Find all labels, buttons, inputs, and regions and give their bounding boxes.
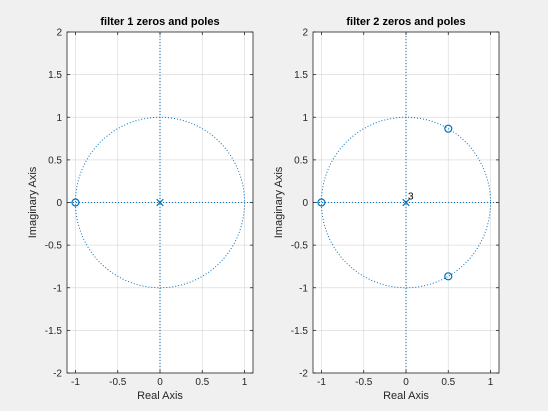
chart-filter-1: -1 -0.5 0 0.5 1 -2 -1.5 -1 -0.5 0 0.5 1 1.5 2 filter 1… <box>27 16 254 402</box>
y-tick-label: 0 <box>302 198 308 209</box>
y-axis-label: Imaginary Axis <box>27 166 39 238</box>
y-tick-label: 0 <box>56 198 62 209</box>
y-tick-label: 1.5 <box>294 70 308 81</box>
zero-marker <box>317 198 326 207</box>
y-tick-label: -1 <box>299 283 308 294</box>
x-tick-label: 0.5 <box>195 377 209 388</box>
y-tick-label: -2 <box>299 369 308 380</box>
chart-filter-2: 3 -1 -0.5 0 0.5 1 -2 -1.5 -1 -0.5 0 0.5 1 1.5 2 filter … <box>273 16 500 402</box>
y-tick-label: 2 <box>302 28 308 39</box>
y-axis-label: Imaginary Axis <box>273 166 285 238</box>
y-tick-label: -0.5 <box>291 241 309 252</box>
y-tick-label: -1.5 <box>45 326 63 337</box>
pole-stroke <box>402 198 410 207</box>
y-tick-label: 1 <box>56 113 62 124</box>
unit-circle <box>320 116 492 289</box>
zero-marker <box>444 272 453 281</box>
x-tick-label: 1 <box>488 377 494 388</box>
chart-title: filter 1 zeros and poles <box>100 16 219 28</box>
pole-marker <box>402 198 410 207</box>
y-tick-label: -1 <box>53 283 62 294</box>
x-axis-label: Real Axis <box>137 390 183 402</box>
x-tick-label: 0 <box>403 377 409 388</box>
x-tick-label: -1 <box>317 377 326 388</box>
y-tick-label: -0.5 <box>45 241 63 252</box>
unit-circle <box>74 116 246 289</box>
x-tick-label: 0.5 <box>441 377 455 388</box>
pole-stroke <box>156 198 164 207</box>
x-tick-label: 1 <box>242 377 248 388</box>
y-tick-label: 1 <box>302 113 308 124</box>
zero-marker <box>71 198 80 207</box>
y-tick-label: -2 <box>53 369 62 380</box>
pole-marker <box>156 198 164 207</box>
y-tick-label: 0.5 <box>294 155 308 166</box>
chart-title: filter 2 zeros and poles <box>346 16 465 28</box>
x-tick-label: -0.5 <box>355 377 373 388</box>
zero-marker <box>444 124 453 133</box>
x-tick-label: 0 <box>157 377 163 388</box>
y-tick-label: 0.5 <box>48 155 62 166</box>
y-tick-label: 1.5 <box>48 70 62 81</box>
x-tick-label: -0.5 <box>109 377 127 388</box>
y-tick-label: 2 <box>56 28 62 39</box>
y-tick-label: -1.5 <box>291 326 309 337</box>
x-axis-label: Real Axis <box>383 390 429 402</box>
multiplicity-label: 3 <box>408 192 414 203</box>
x-tick-label: -1 <box>71 377 80 388</box>
